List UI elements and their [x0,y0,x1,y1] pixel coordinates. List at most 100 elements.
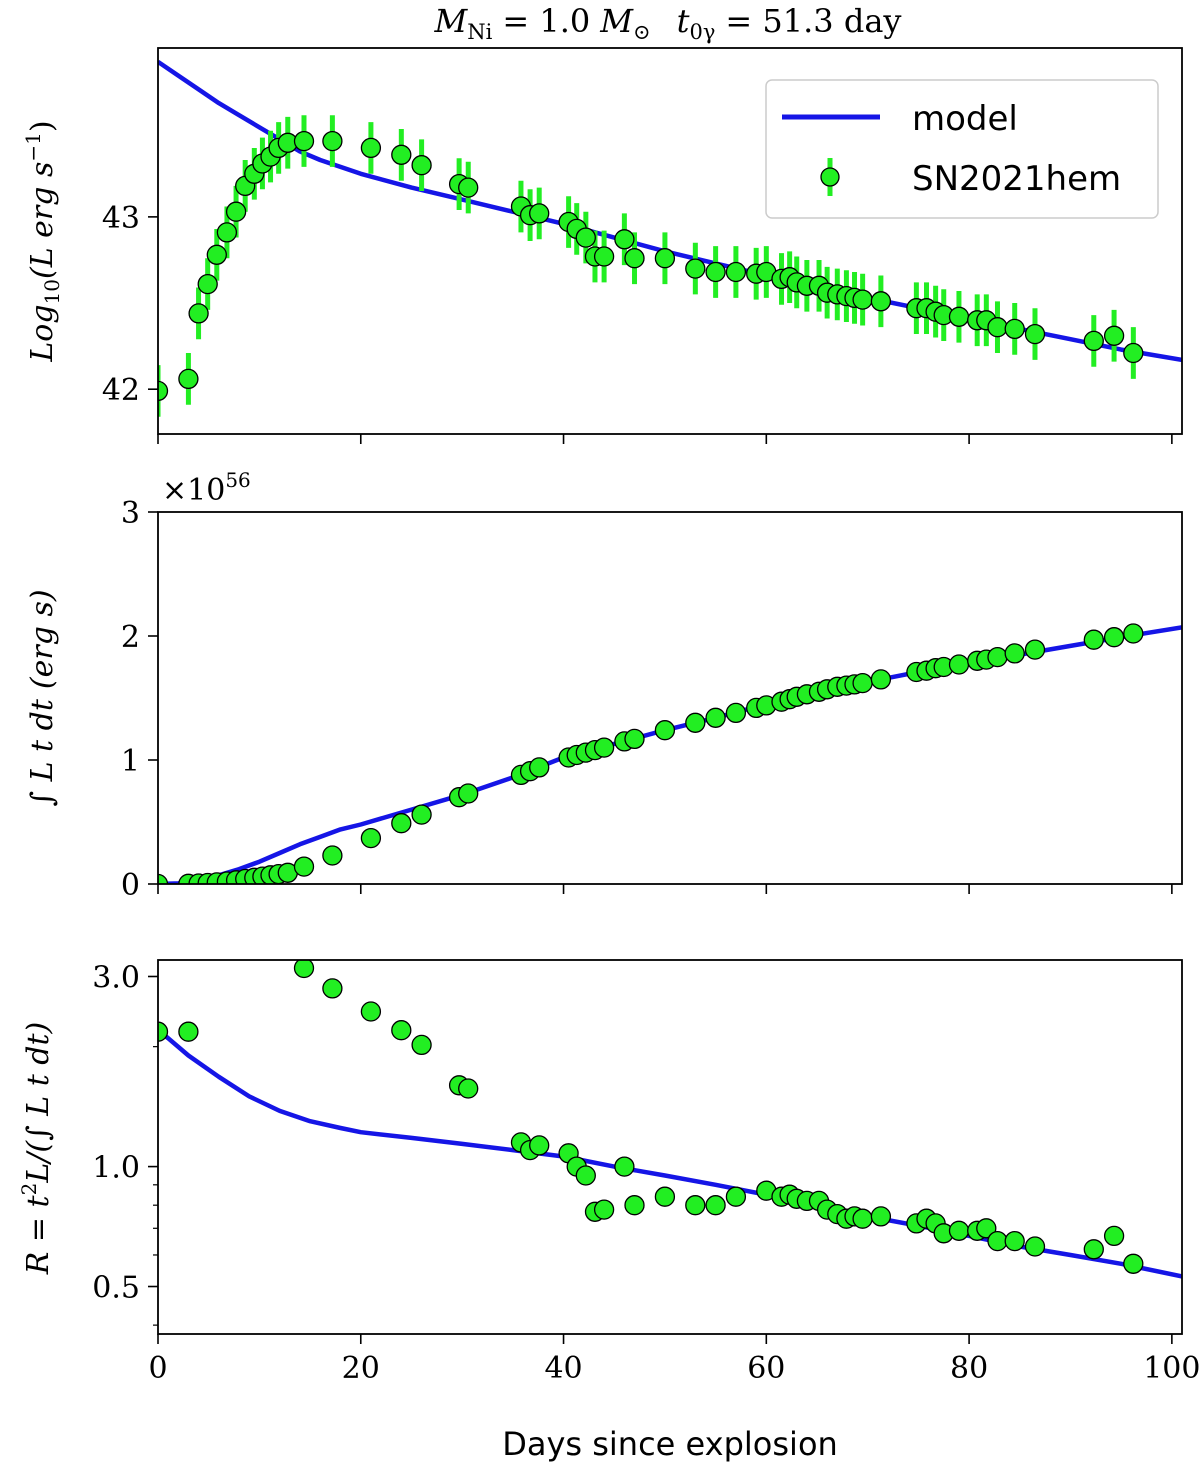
integral-data-point [322,845,343,866]
legend-model-label: model [912,99,1018,139]
ratio-data-point [624,1195,645,1216]
legend-data-label: SN2021hem [912,159,1121,199]
ratio-data-point [870,1206,892,1227]
panel-integral-offset: ×1056 [162,468,251,508]
ratio-data-point [458,1078,479,1099]
luminosity-data-point [852,289,873,310]
integral-data-point [458,783,479,804]
integral-model-line [158,625,1182,884]
luminosity-data-point [360,137,382,159]
integral-data-point [158,873,169,884]
ratio-data-point [411,1034,432,1056]
ratio-data-point [654,1186,676,1207]
luminosity-ytick-label: 43 [102,201,140,236]
ratio-data-point [614,1156,635,1177]
luminosity-data-point [158,380,169,402]
luminosity-data-point [1123,342,1144,364]
panel-luminosity: 42 43 Log10(L erg s−1) model SN2021hem [21,47,1183,444]
integral-data-point [987,646,1008,668]
luminosity-data-point [987,317,1008,338]
luminosity-data-point [725,261,747,283]
luminosity-data-point [411,155,432,176]
luminosity-data-point [1004,318,1025,340]
luminosity-data-point [293,130,315,152]
integral-data-point [1103,627,1125,648]
ratio-ytick-label: 1.0 [92,1151,140,1186]
ratio-data-point [322,978,343,999]
panel-integral: 0 1 2 3 ×1056 ∫ L t dt(erg s) [25,468,1183,903]
integral-data-point [391,813,412,834]
luminosity-ytick-label: 42 [102,373,140,408]
ratio-data-point [391,1020,412,1041]
legend-data-marker [820,167,840,187]
luminosity-data-point [705,261,726,283]
ratio-data-point [725,1186,747,1207]
integral-data-point [1083,629,1104,650]
ratio-data-point [575,1165,596,1186]
ratio-data-point [529,1135,550,1156]
luminosity-data-point [458,177,479,198]
ratio-data-point [1083,1239,1104,1260]
ratio-xtick-label: 80 [950,1351,988,1386]
integral-data-point [852,672,873,694]
integral-data-point [1024,639,1046,660]
integral-data-point [870,669,892,690]
ratio-data-point [1024,1236,1046,1257]
luminosity-data-point [391,144,412,165]
ratio-data-point [360,1001,382,1022]
luminosity-data-point [178,368,199,390]
luminosity-data-point [197,273,218,295]
integral-data-point [529,757,550,778]
integral-ytick-label: 1 [121,744,140,779]
ratio-xtick-label: 20 [342,1351,380,1386]
ratio-data-point [593,1199,615,1220]
luminosity-data-point [1083,330,1104,352]
luminosity-data-point [206,244,227,265]
integral-data-point [654,720,676,741]
integral-ytick-label: 3 [121,496,140,531]
ratio-data-point [852,1208,873,1229]
ratio-data-point [1004,1230,1025,1252]
integral-data-point [948,654,970,675]
legend: model SN2021hem [765,79,1159,219]
ratio-data-point [685,1195,706,1216]
integral-data-point [593,737,615,758]
panel-ratio-ylabel: R = t2L/(∫ L t dt) [17,1022,56,1276]
figure-title: MNi = 1.0 M⊙ t0γ = 51.3 day [434,2,902,44]
luminosity-data-point [575,227,596,248]
luminosity-data-point [322,130,343,152]
integral-data-point [1123,623,1144,644]
ratio-data-point [948,1220,970,1241]
integral-plot-area [158,623,1182,884]
ratio-data-point [1123,1253,1144,1274]
ratio-xtick-label: 0 [148,1351,167,1386]
integral-data-point [293,856,315,877]
ratio-ytick-label: 3.0 [92,960,140,995]
integral-data-point [685,712,706,733]
panel-ratio: 0 20 40 60 80 100 0.5 1.0 3.0 R = t2L/(∫ L t dt)… [17,959,1200,1463]
luminosity-data-point [654,248,676,269]
luminosity-data-point [216,222,238,243]
ratio-plot-area [158,960,1182,1279]
luminosity-data-point [614,229,635,250]
integral-data-point [705,707,726,728]
integral-ytick-label: 2 [121,620,140,655]
ratio-xtick-label: 60 [747,1351,785,1386]
luminosity-data-point [1103,325,1125,346]
luminosity-data-point [188,303,209,324]
integral-data-point [725,702,747,724]
panel-luminosity-ylabel: Log10(L erg s−1) [21,120,64,362]
integral-data-point [1004,643,1025,664]
luminosity-data-point [685,258,706,279]
luminosity-data-point [624,248,645,269]
ratio-data-point [158,1021,169,1042]
panel-luminosity-frame [157,47,1183,435]
integral-ytick-label: 0 [121,868,140,903]
luminosity-data-point [593,246,615,267]
ratio-data-point [976,1218,997,1239]
ratio-data-point [178,1021,199,1042]
x-axis-label: Days since explosion [502,1425,838,1463]
luminosity-data-point [870,291,892,312]
ratio-xtick-label: 40 [544,1351,582,1386]
